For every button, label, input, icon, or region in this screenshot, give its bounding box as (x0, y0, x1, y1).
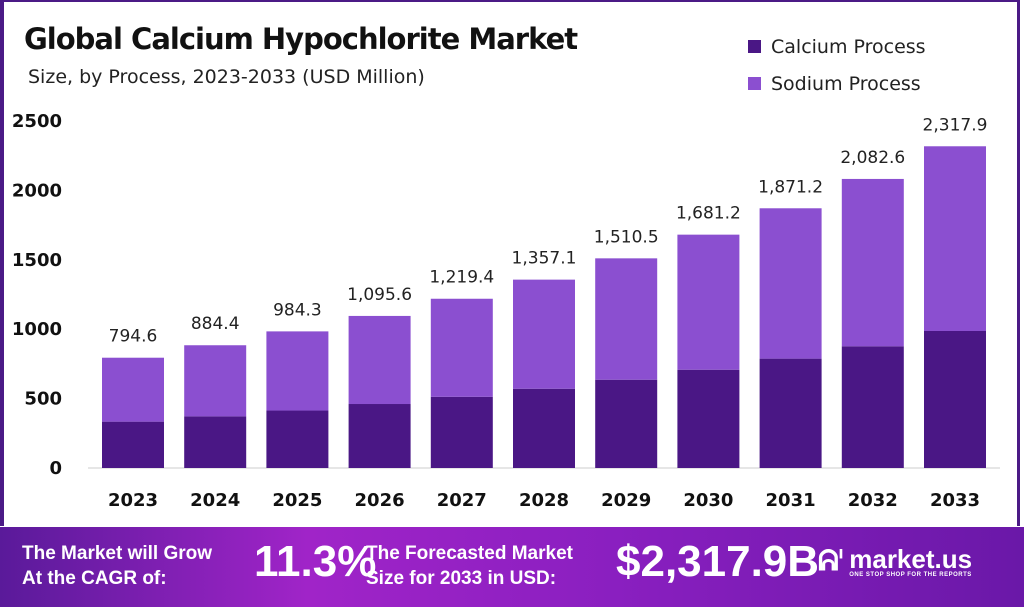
bar-sodium (348, 315, 411, 405)
cagr-value: 11.3% (254, 537, 377, 586)
chart-title: Global Calcium Hypochlorite Market (24, 22, 578, 56)
bar-calcium (184, 416, 247, 468)
y-tick-label: 500 (24, 389, 62, 410)
x-tick-label: 2025 (272, 490, 322, 511)
summary-banner: The Market will Grow At the CAGR of: 11.3… (0, 527, 1024, 607)
forecast-label-line: The Forecasted Market (366, 543, 573, 564)
bar-calcium (677, 369, 740, 468)
bar-calcium (595, 379, 658, 468)
chart-frame (0, 0, 1020, 526)
bar-calcium (266, 410, 329, 468)
forecast-value: $2,317.9B (616, 537, 820, 586)
x-tick-label: 2024 (190, 490, 240, 511)
data-label: 1,871.2 (758, 177, 823, 197)
legend-item-sodium: Sodium Process (748, 65, 926, 102)
legend-swatch (748, 40, 761, 53)
bar-sodium (924, 146, 986, 332)
data-label: 884.4 (191, 314, 240, 334)
x-tick-label: 2029 (601, 490, 651, 511)
y-tick-label: 0 (49, 458, 62, 479)
y-tick-label: 2500 (12, 111, 62, 132)
brand-logo: ᕱᑊ market.us ONE STOP SHOP FOR THE REPORT… (818, 545, 972, 578)
bar-chart: 0 500 1000 1500 2000 2500 794.6 2023 884.4 2024 98… (12, 111, 1000, 511)
y-tick-label: 2000 (12, 180, 62, 201)
data-label: 794.6 (109, 327, 158, 347)
bar-sodium (102, 357, 164, 422)
bar-sodium (759, 208, 822, 359)
brand-mark-icon: ᕱᑊ (818, 545, 844, 576)
bar-calcium (430, 396, 493, 468)
bar-sodium (677, 234, 740, 370)
y-tick-label: 1000 (12, 319, 62, 340)
bar-sodium (184, 345, 247, 417)
brand-tagline: ONE STOP SHOP FOR THE REPORTS (849, 571, 972, 578)
bar-calcium (348, 404, 411, 468)
bar-sodium (595, 258, 658, 380)
x-tick-label: 2027 (437, 490, 487, 511)
data-label: 1,510.5 (594, 227, 659, 247)
data-label: 1,095.6 (347, 285, 412, 305)
forecast-label: The Forecasted Market Size for 2033 in US… (366, 541, 573, 591)
data-label: 1,357.1 (512, 249, 577, 269)
legend: Calcium Process Sodium Process (748, 28, 926, 102)
bar-sodium (513, 279, 575, 389)
data-label: 1,219.4 (429, 268, 494, 288)
data-label: 984.3 (273, 300, 322, 320)
cagr-label-line: The Market will Grow (22, 543, 213, 564)
bar-calcium (513, 388, 575, 468)
x-tick-label: 2023 (108, 490, 158, 511)
bar-calcium (841, 346, 904, 468)
legend-label: Sodium Process (771, 72, 921, 95)
legend-label: Calcium Process (771, 35, 926, 58)
bar-sodium (841, 178, 904, 347)
cagr-label-line: At the CAGR of: (22, 568, 167, 589)
bar-calcium (924, 331, 986, 468)
data-label: 2,317.9 (923, 115, 988, 135)
x-tick-label: 2033 (930, 490, 980, 511)
x-tick-label: 2028 (519, 490, 569, 511)
bar-sodium (266, 331, 329, 411)
x-tick-label: 2031 (766, 490, 816, 511)
bar-calcium (102, 421, 164, 468)
data-label: 2,082.6 (840, 148, 905, 168)
forecast-label-line: Size for 2033 in USD: (366, 568, 557, 589)
brand-name: market.us (849, 543, 973, 574)
x-tick-label: 2026 (355, 490, 405, 511)
x-tick-label: 2030 (683, 490, 733, 511)
chart-subtitle: Size, by Process, 2023-2033 (USD Million… (28, 66, 425, 88)
y-tick-label: 1500 (12, 250, 62, 271)
legend-swatch (748, 77, 761, 90)
x-tick-label: 2032 (848, 490, 898, 511)
bar-sodium (430, 298, 493, 397)
data-label: 1,681.2 (676, 204, 741, 224)
bar-calcium (759, 358, 822, 468)
cagr-label: The Market will Grow At the CAGR of: (22, 541, 212, 591)
legend-item-calcium: Calcium Process (748, 28, 926, 65)
